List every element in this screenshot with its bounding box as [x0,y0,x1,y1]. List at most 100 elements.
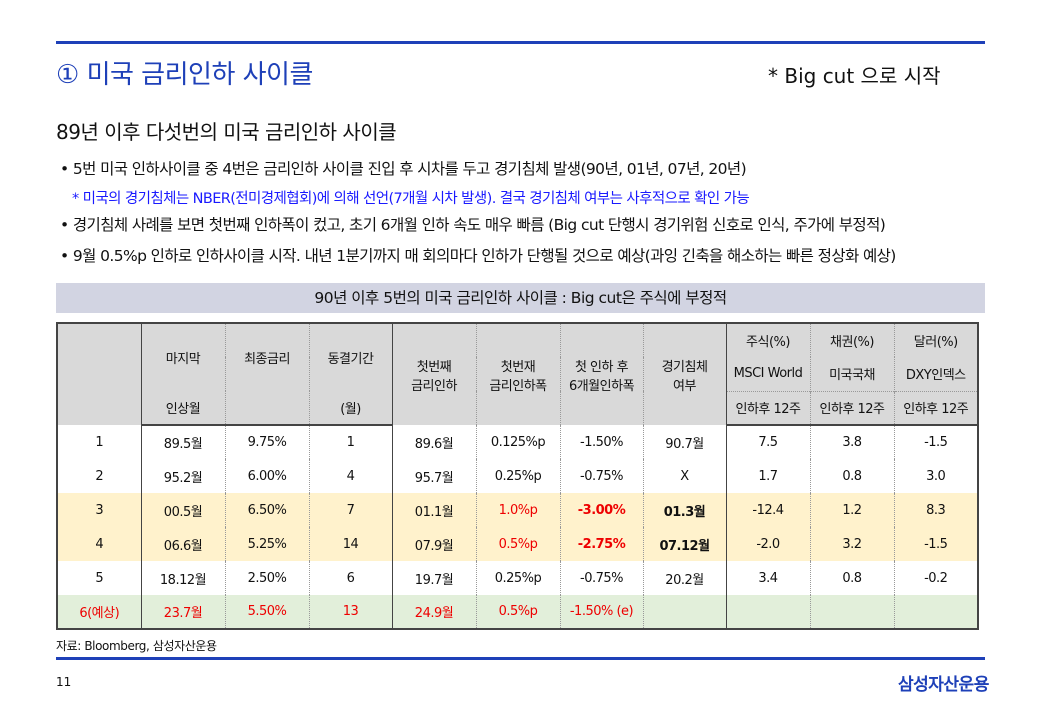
header-ust: 미국국채 [809,357,894,391]
bullet-note: * 미국의 경기침체는 NBER(전미경제협회)에 의해 선언(7개월 시차 발… [72,191,750,207]
table-cell: 06.6월 [140,527,225,561]
table-cell: -2.0 [725,527,810,561]
table-cell: -0.75% [559,561,643,595]
table-cell: 2.50% [224,561,309,595]
table-cell: 5 [95,570,104,586]
header-msci: MSCI World [725,357,810,391]
table-cell [893,595,978,629]
table-row: 3 00.5월 6.50% 7 01.1월 1.0%p -3.00% 01.3월 -12.4 1.… [57,493,978,527]
table-cell: -1.5 [893,425,978,459]
header-freeze: 동결기간 [308,323,392,391]
table-cell: -0.75% [559,459,643,493]
table-cell: 6(예상) [57,595,141,629]
table-cell: 7.5 [725,425,810,459]
table-cell: 01.1월 [391,493,476,527]
table-row: 2 95.2월 6.00% 4 95.7월 0.25%p -0.75% X 1.7 0.8 3.0 [57,459,978,493]
table-cell [642,595,726,629]
bullet-2: • 경기침체 사례를 보면 첫번째 인하폭이 컸고, 초기 6개월 인하 속도 … [60,216,886,234]
table-cell: 0.25%p [475,459,560,493]
table-cell: 89.5월 [140,425,225,459]
table-cell: 1 [308,425,392,459]
header-stock: 주식(%) [725,323,810,357]
table-cell: -12.4 [725,493,810,527]
table-row: 1 89.5월 9.75% 1 89.6월 0.125%p -1.50% 90.7월 7.5 3.… [57,425,978,459]
header-blank [57,323,141,425]
table-cell: 01.3월 [642,493,726,527]
table-cell: 4 [57,527,141,561]
table-row: 4 06.6월 5.25% 14 07.9월 0.5%p -2.75% 07.12월 -2.0 3… [57,527,978,561]
table-cell: 1.0%p [475,493,560,527]
table-cell: 0.5%p [475,527,560,561]
header-recession: 경기침체 여부 [642,323,726,425]
table-cell: 0.8 [809,459,894,493]
table-cell: 0.8 [809,561,894,595]
table-cell: 89.6월 [391,425,476,459]
table-cell: 0.25%p [475,561,560,595]
bullet-1: • 5번 미국 인하사이클 중 4번은 금리인하 사이클 진입 후 시차를 두고… [60,160,747,178]
header-first-cut: 첫번째 금리인하 [391,323,476,425]
header-after-12w: 인하후 12주 [725,390,810,426]
table-cell: 18.12월 [140,561,225,595]
table-cell: 95.7월 [391,459,476,493]
table-cell: 6.50% [224,493,309,527]
table-cell: 3.2 [809,527,894,561]
table-cell: 5.25% [224,527,309,561]
table-cell: 19.7월 [391,561,476,595]
table-cell: -0.2 [893,561,978,595]
table-cell: 2 [95,468,104,484]
header-bond: 채권(%) [809,323,894,357]
top-rule [56,41,985,44]
table-cell: 07.12월 [642,527,726,561]
table-cell: 3.8 [809,425,894,459]
page-title: ① 미국 금리인하 사이클 [56,60,313,90]
table-cell: -3.00% [559,493,643,527]
header-six-month-cut: 첫 인하 후 6개월인하폭 [559,323,643,425]
table-cell: -1.50% (e) [559,595,643,629]
header-last-hike: 마지막 [140,323,225,391]
header-blank-2 [224,391,309,426]
table-cell: 00.5월 [140,493,225,527]
table-cell: 1.7 [725,459,810,493]
table-cell: 95.2월 [140,459,225,493]
header-after-12w: 인하후 12주 [893,390,978,426]
table-row: 5 18.12월 2.50% 6 19.7월 0.25%p -0.75% 20.2월 3.4 0.… [57,561,978,595]
tagline: * Big cut 으로 시작 [768,64,941,88]
table-cell: -2.75% [559,527,643,561]
page-number: 11 [56,675,72,689]
table-cell: 0.5%p [475,595,560,629]
table-cell: 13 [308,595,392,629]
table-cell: 5.50% [224,595,309,629]
table-cell: 7 [308,493,392,527]
table-cell: 23.7월 [140,595,225,629]
table-cell: 6 [308,561,392,595]
table-cell: 1 [95,434,104,450]
table-cell: 14 [308,527,392,561]
bottom-rule [56,657,985,660]
table-cell [809,595,894,629]
header-last-hike-month: 인상월 [140,391,225,426]
table-cell: 07.9월 [391,527,476,561]
table-cell: 0.125%p [475,425,560,459]
header-first-cut-size: 첫번재 금리인하폭 [475,323,560,425]
table-cell: 20.2월 [642,561,726,595]
table-cell: 9.75% [224,425,309,459]
table-cell: 4 [308,459,392,493]
company-logo: 삼성자산운용 [898,675,989,695]
table-cell: X [642,459,726,493]
table-cell: 90.7월 [642,425,726,459]
table-cell: 3 [57,493,141,527]
table-cell: 24.9월 [391,595,476,629]
rate-cut-cycle-table: 마지막 최종금리 동결기간 첫번째 금리인하 첫번재 금리인하폭 첫 인하 후 … [56,322,979,630]
table-cell: 6.00% [224,459,309,493]
table-cell: -1.50% [559,425,643,459]
bullet-3: • 9월 0.5%p 인하로 인하사이클 시작. 내년 1분기까지 매 회의마다… [60,247,896,265]
table-cell [725,595,810,629]
header-dxy: DXY인덱스 [893,357,978,391]
section-subtitle: 89년 이후 다섯번의 미국 금리인하 사이클 [56,120,397,144]
table-row: 6(예상) 23.7월 5.50% 13 24.9월 0.5%p -1.50% (e) [57,595,978,629]
header-freeze-unit: (월) [308,391,392,426]
table-cell: -1.5 [893,527,978,561]
table-cell: 8.3 [893,493,978,527]
header-final-rate: 최종금리 [224,323,309,391]
header-dollar: 달러(%) [893,323,978,357]
